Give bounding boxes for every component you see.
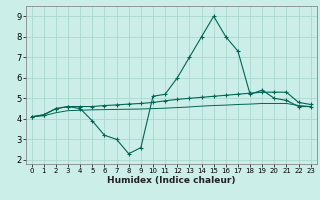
X-axis label: Humidex (Indice chaleur): Humidex (Indice chaleur) <box>107 176 236 185</box>
